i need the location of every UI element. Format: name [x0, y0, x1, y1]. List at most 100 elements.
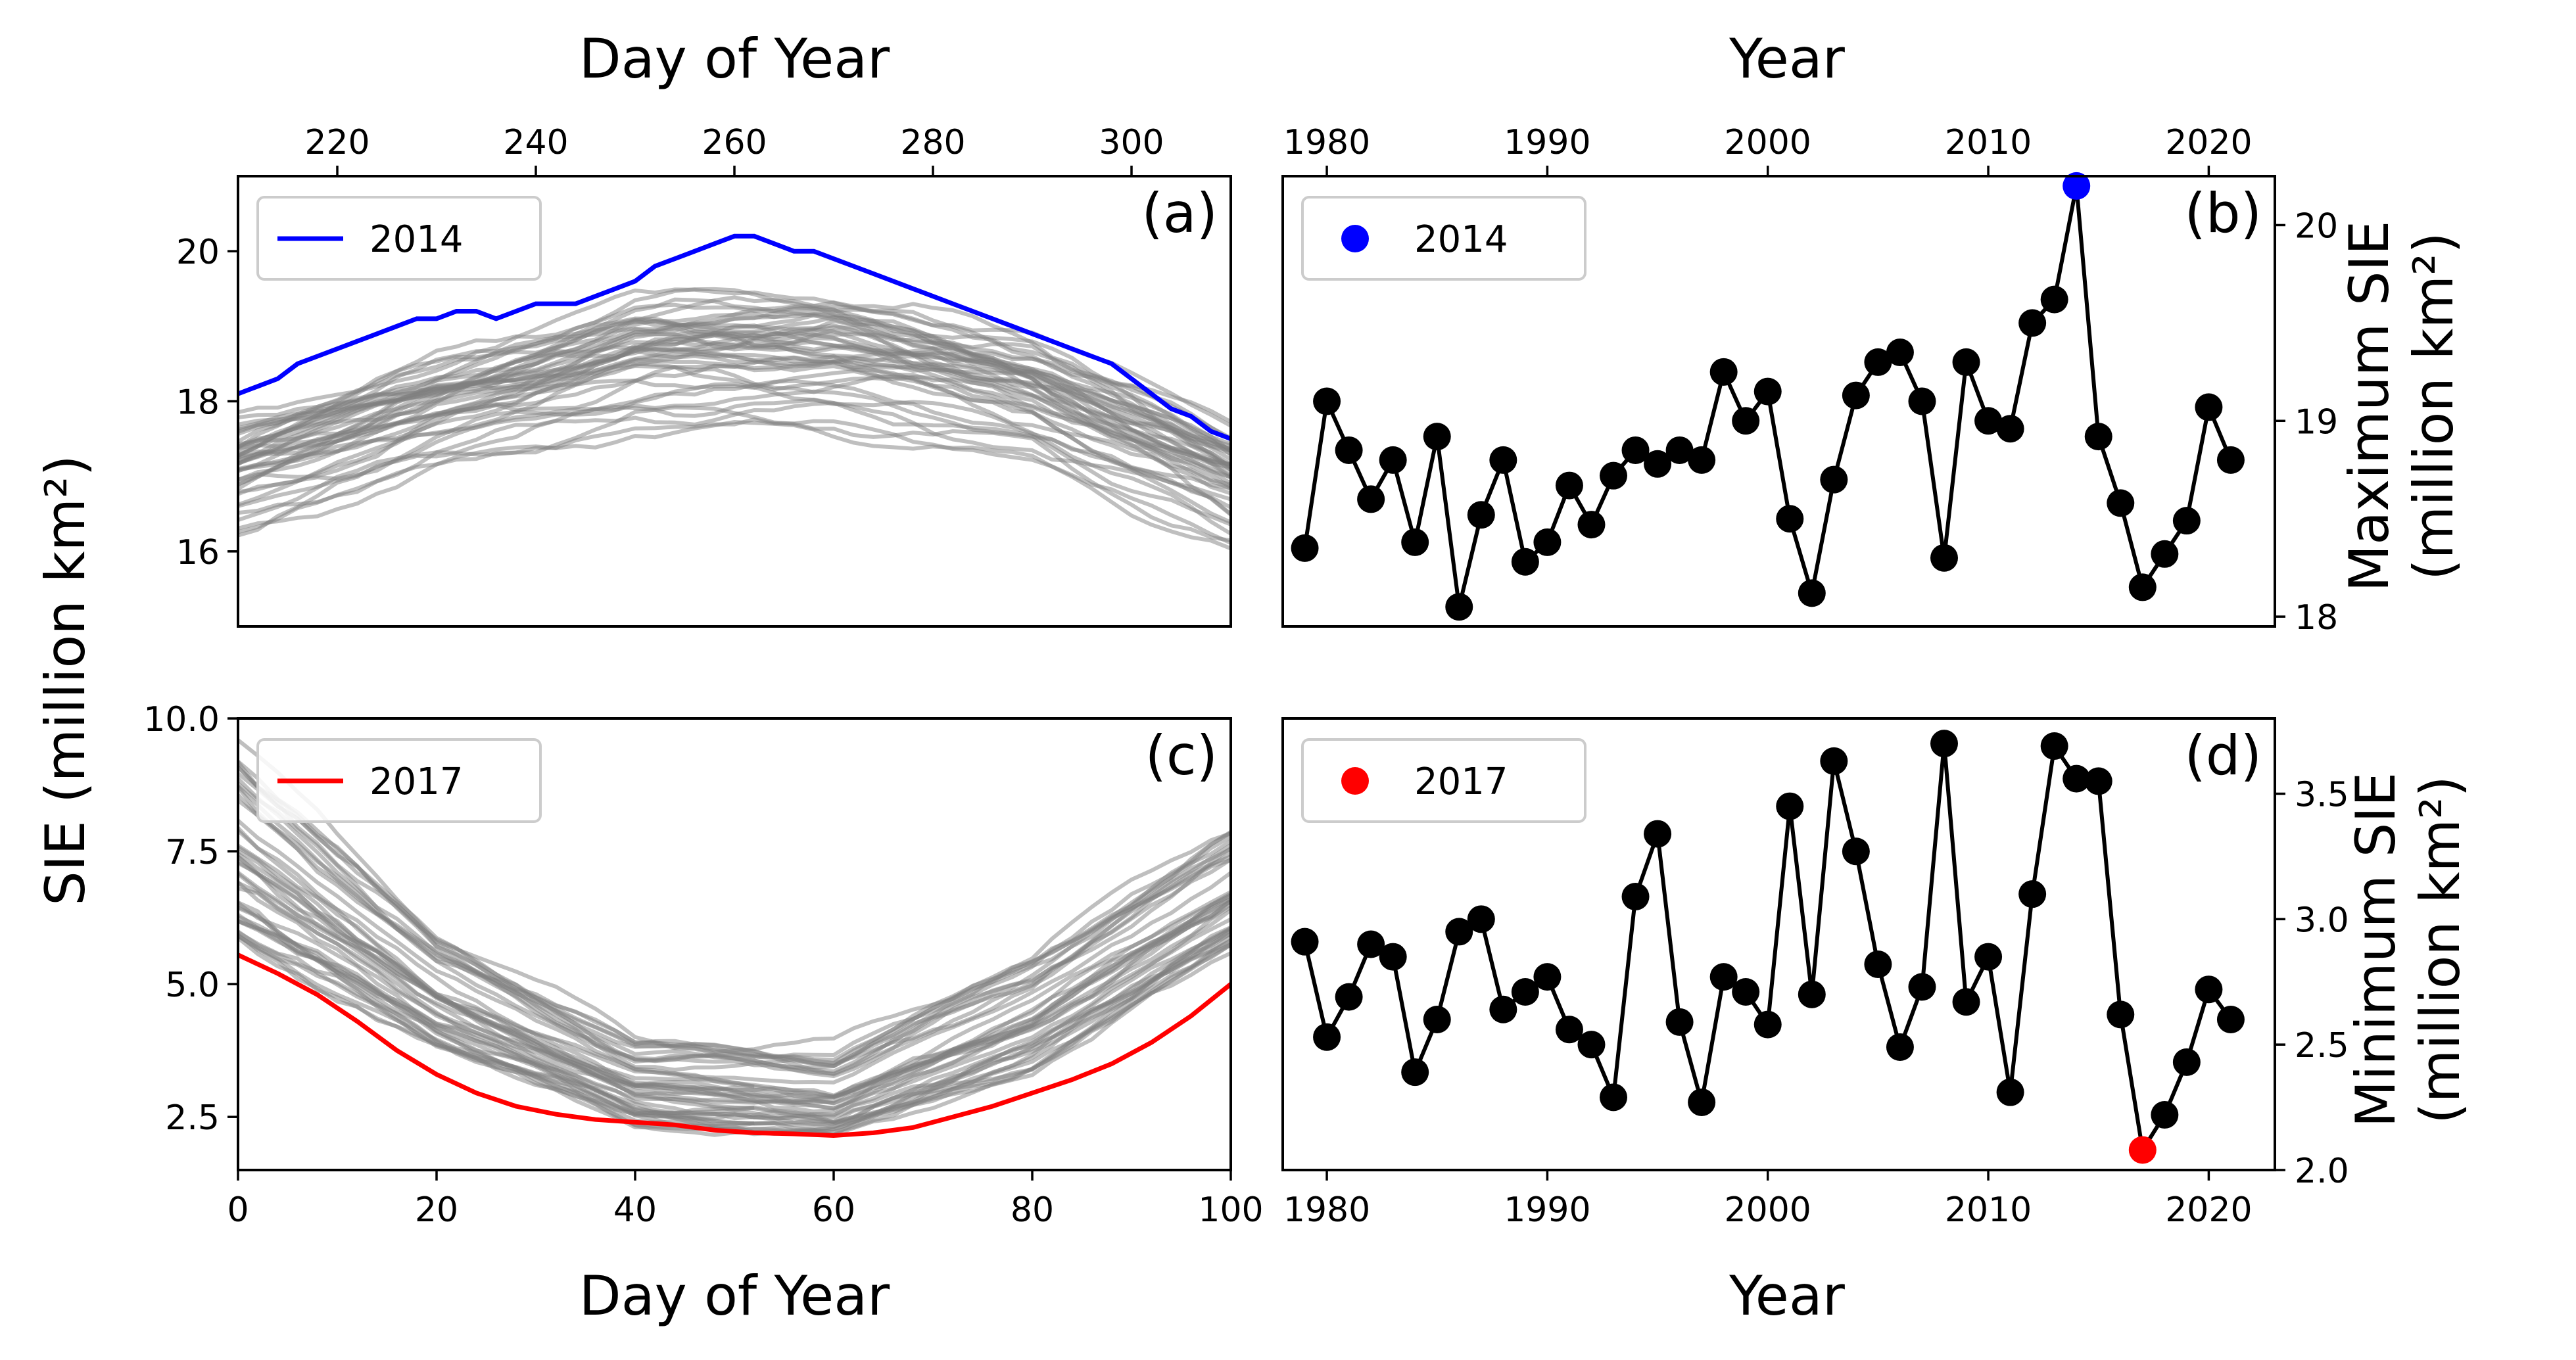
panel-a-ensemble-line — [238, 365, 1231, 517]
panel-b-data-point — [1688, 446, 1716, 474]
panel-b-xtick-label: 2010 — [1945, 123, 2032, 162]
panel-d-data-point — [1930, 730, 1958, 758]
panel-d-data-point — [1864, 950, 1892, 979]
panel-c-ensemble-line — [238, 786, 1231, 1079]
panel-d-legend: 2017 — [1301, 738, 1586, 823]
panel-c-ensemble-line — [238, 843, 1231, 1099]
panel-d-data-point — [1644, 820, 1672, 848]
panel-d-data-point — [1996, 1078, 2024, 1106]
panel-b-data-point — [1753, 377, 1782, 406]
panel-a-legend-box — [256, 196, 542, 281]
panel-c-legend: 2017 — [256, 738, 542, 823]
panel-d-data-point — [1952, 988, 1980, 1016]
panel-d-data-point — [1798, 980, 1826, 1008]
panel-d-data-point — [2216, 1006, 2245, 1033]
panel-b-data-point — [1467, 501, 1495, 529]
panel-b-data-point — [1445, 593, 1473, 621]
panel-b-data-point — [2107, 489, 2135, 517]
panel-b-data-point — [2018, 309, 2047, 337]
panel-b-data-point — [1886, 339, 1914, 367]
panel-b-data-point — [1335, 436, 1363, 464]
panel-c-xtick-label: 80 — [1011, 1190, 1054, 1230]
panel-b-ytick-label: 20 — [2295, 206, 2338, 246]
panel-d-data-point — [2084, 767, 2112, 795]
panel-d-data-point — [1842, 837, 1870, 866]
panel-b-highlight-point — [2063, 172, 2091, 200]
panel-a-xtick-label: 220 — [304, 123, 370, 162]
panel-d-xtick-label: 2000 — [1725, 1190, 1811, 1230]
panel-d-legend-box — [1301, 738, 1586, 823]
panel-b-legend: 2014 — [1301, 196, 1586, 281]
panel-b-data-point — [1820, 465, 1848, 494]
panel-a-ensemble-line — [238, 295, 1231, 452]
left-ylabel: SIE (million km²) — [34, 455, 97, 906]
panel-d-data-point — [1423, 1006, 1451, 1033]
panel-d-data-point — [1974, 943, 2003, 971]
panel-d-xtick-label: 1990 — [1504, 1190, 1590, 1230]
panel-c-frame — [237, 717, 1232, 1171]
panel-a-label: (a) — [1141, 181, 1218, 245]
panel-a-ytick-label: 16 — [176, 533, 220, 573]
panel-d-data-point — [1621, 882, 1650, 910]
panel-d-data-point — [1357, 930, 1385, 958]
panel-c-label: (c) — [1145, 724, 1218, 787]
panel-b-xtick-label: 2000 — [1725, 123, 1811, 162]
panel-d-ytick-label: 2.0 — [2295, 1152, 2349, 1191]
panel-b-legend-text: 2014 — [1414, 218, 1508, 261]
panel-d-data-point — [1401, 1058, 1429, 1087]
panel-c-plot-area — [238, 738, 1231, 1138]
panel-c-ytick-label: 7.5 — [165, 833, 220, 872]
panel-d: 1980 1990 2000 2010 2020 2.0 2.5 3.0 3.5 (d) 2017 — [1281, 717, 2349, 1230]
panel-c-ensemble-line — [238, 881, 1231, 1118]
panel-b-data-point — [2151, 540, 2179, 568]
panel-d-data-point — [1600, 1083, 1627, 1112]
panel-b-data-point — [1489, 446, 1517, 474]
panel-d-data-point — [2063, 764, 2091, 793]
panel-a-top-xlabel: Day of Year — [579, 27, 890, 91]
panel-d-ytick-label: 3.0 — [2295, 901, 2349, 940]
panel-a-ensemble-line — [238, 302, 1231, 440]
panel-d-data-point — [1467, 905, 1495, 933]
panel-d-bottom-xlabel: Year — [1729, 1264, 1846, 1328]
panel-c-legend-box — [256, 738, 542, 823]
panel-d-data-point — [1688, 1088, 1716, 1116]
panel-c-ensemble-line — [238, 760, 1231, 1062]
panel-b-ytick-label: 19 — [2295, 402, 2338, 442]
panel-b-legend-swatch — [1341, 225, 1369, 252]
panel-c-xtick-label: 60 — [812, 1190, 855, 1230]
panel-b-data-point — [2128, 573, 2157, 601]
panel-b-data-point — [2084, 423, 2112, 451]
panel-b-data-point — [2040, 285, 2068, 314]
panel-a-ytick-label: 18 — [176, 383, 220, 423]
panel-a-xtick-label: 280 — [900, 123, 965, 162]
panel-b-right-ylabel-line1: Maximum SIE — [2337, 221, 2401, 592]
panel-a-legend: 2014 — [256, 196, 542, 281]
panel-d-legend-text: 2017 — [1414, 761, 1508, 803]
panel-b-data-point — [1842, 381, 1870, 410]
panel-b-data-point — [2195, 393, 2223, 421]
panel-d-data-point — [1665, 1008, 1694, 1036]
panel-a-highlight-line — [238, 233, 1231, 441]
panel-c-ytick-label: 2.5 — [165, 1098, 220, 1138]
panel-b-data-point — [1665, 436, 1694, 464]
panel-d-data-point — [1753, 1010, 1782, 1039]
panel-c-bottom-xlabel: Day of Year — [579, 1264, 890, 1328]
panel-b-data-point — [1864, 348, 1892, 376]
panel-b-data-point — [1577, 511, 1606, 539]
panel-b-data-point — [1732, 407, 1760, 435]
panel-c-ensemble-line — [238, 881, 1231, 1111]
panel-b-ytick-label: 18 — [2295, 598, 2338, 638]
panel-c-ensemble-line — [238, 819, 1231, 1085]
panel-a-xtick-label: 260 — [702, 123, 767, 162]
panel-b-xtick-label: 2020 — [2165, 123, 2252, 162]
panel-a-ensemble-line — [238, 306, 1231, 452]
panel-c-ensemble-line — [238, 861, 1231, 1106]
panel-b-data-point — [2216, 446, 2245, 474]
panel-b-data-point — [1600, 461, 1627, 490]
panel-d-right-ylabel-line2: (million km²) — [2408, 776, 2472, 1124]
panel-d-data-point — [1908, 973, 1936, 1001]
panel-a: 220 240 260 280 300 16 18 20 (a) 2014 — [176, 123, 1232, 628]
panel-b: 1980 1990 2000 2010 2020 18 19 20 (b) 2014 — [1281, 123, 2338, 638]
panel-a-xtick-label: 240 — [503, 123, 568, 162]
panel-b-data-point — [1709, 358, 1738, 386]
